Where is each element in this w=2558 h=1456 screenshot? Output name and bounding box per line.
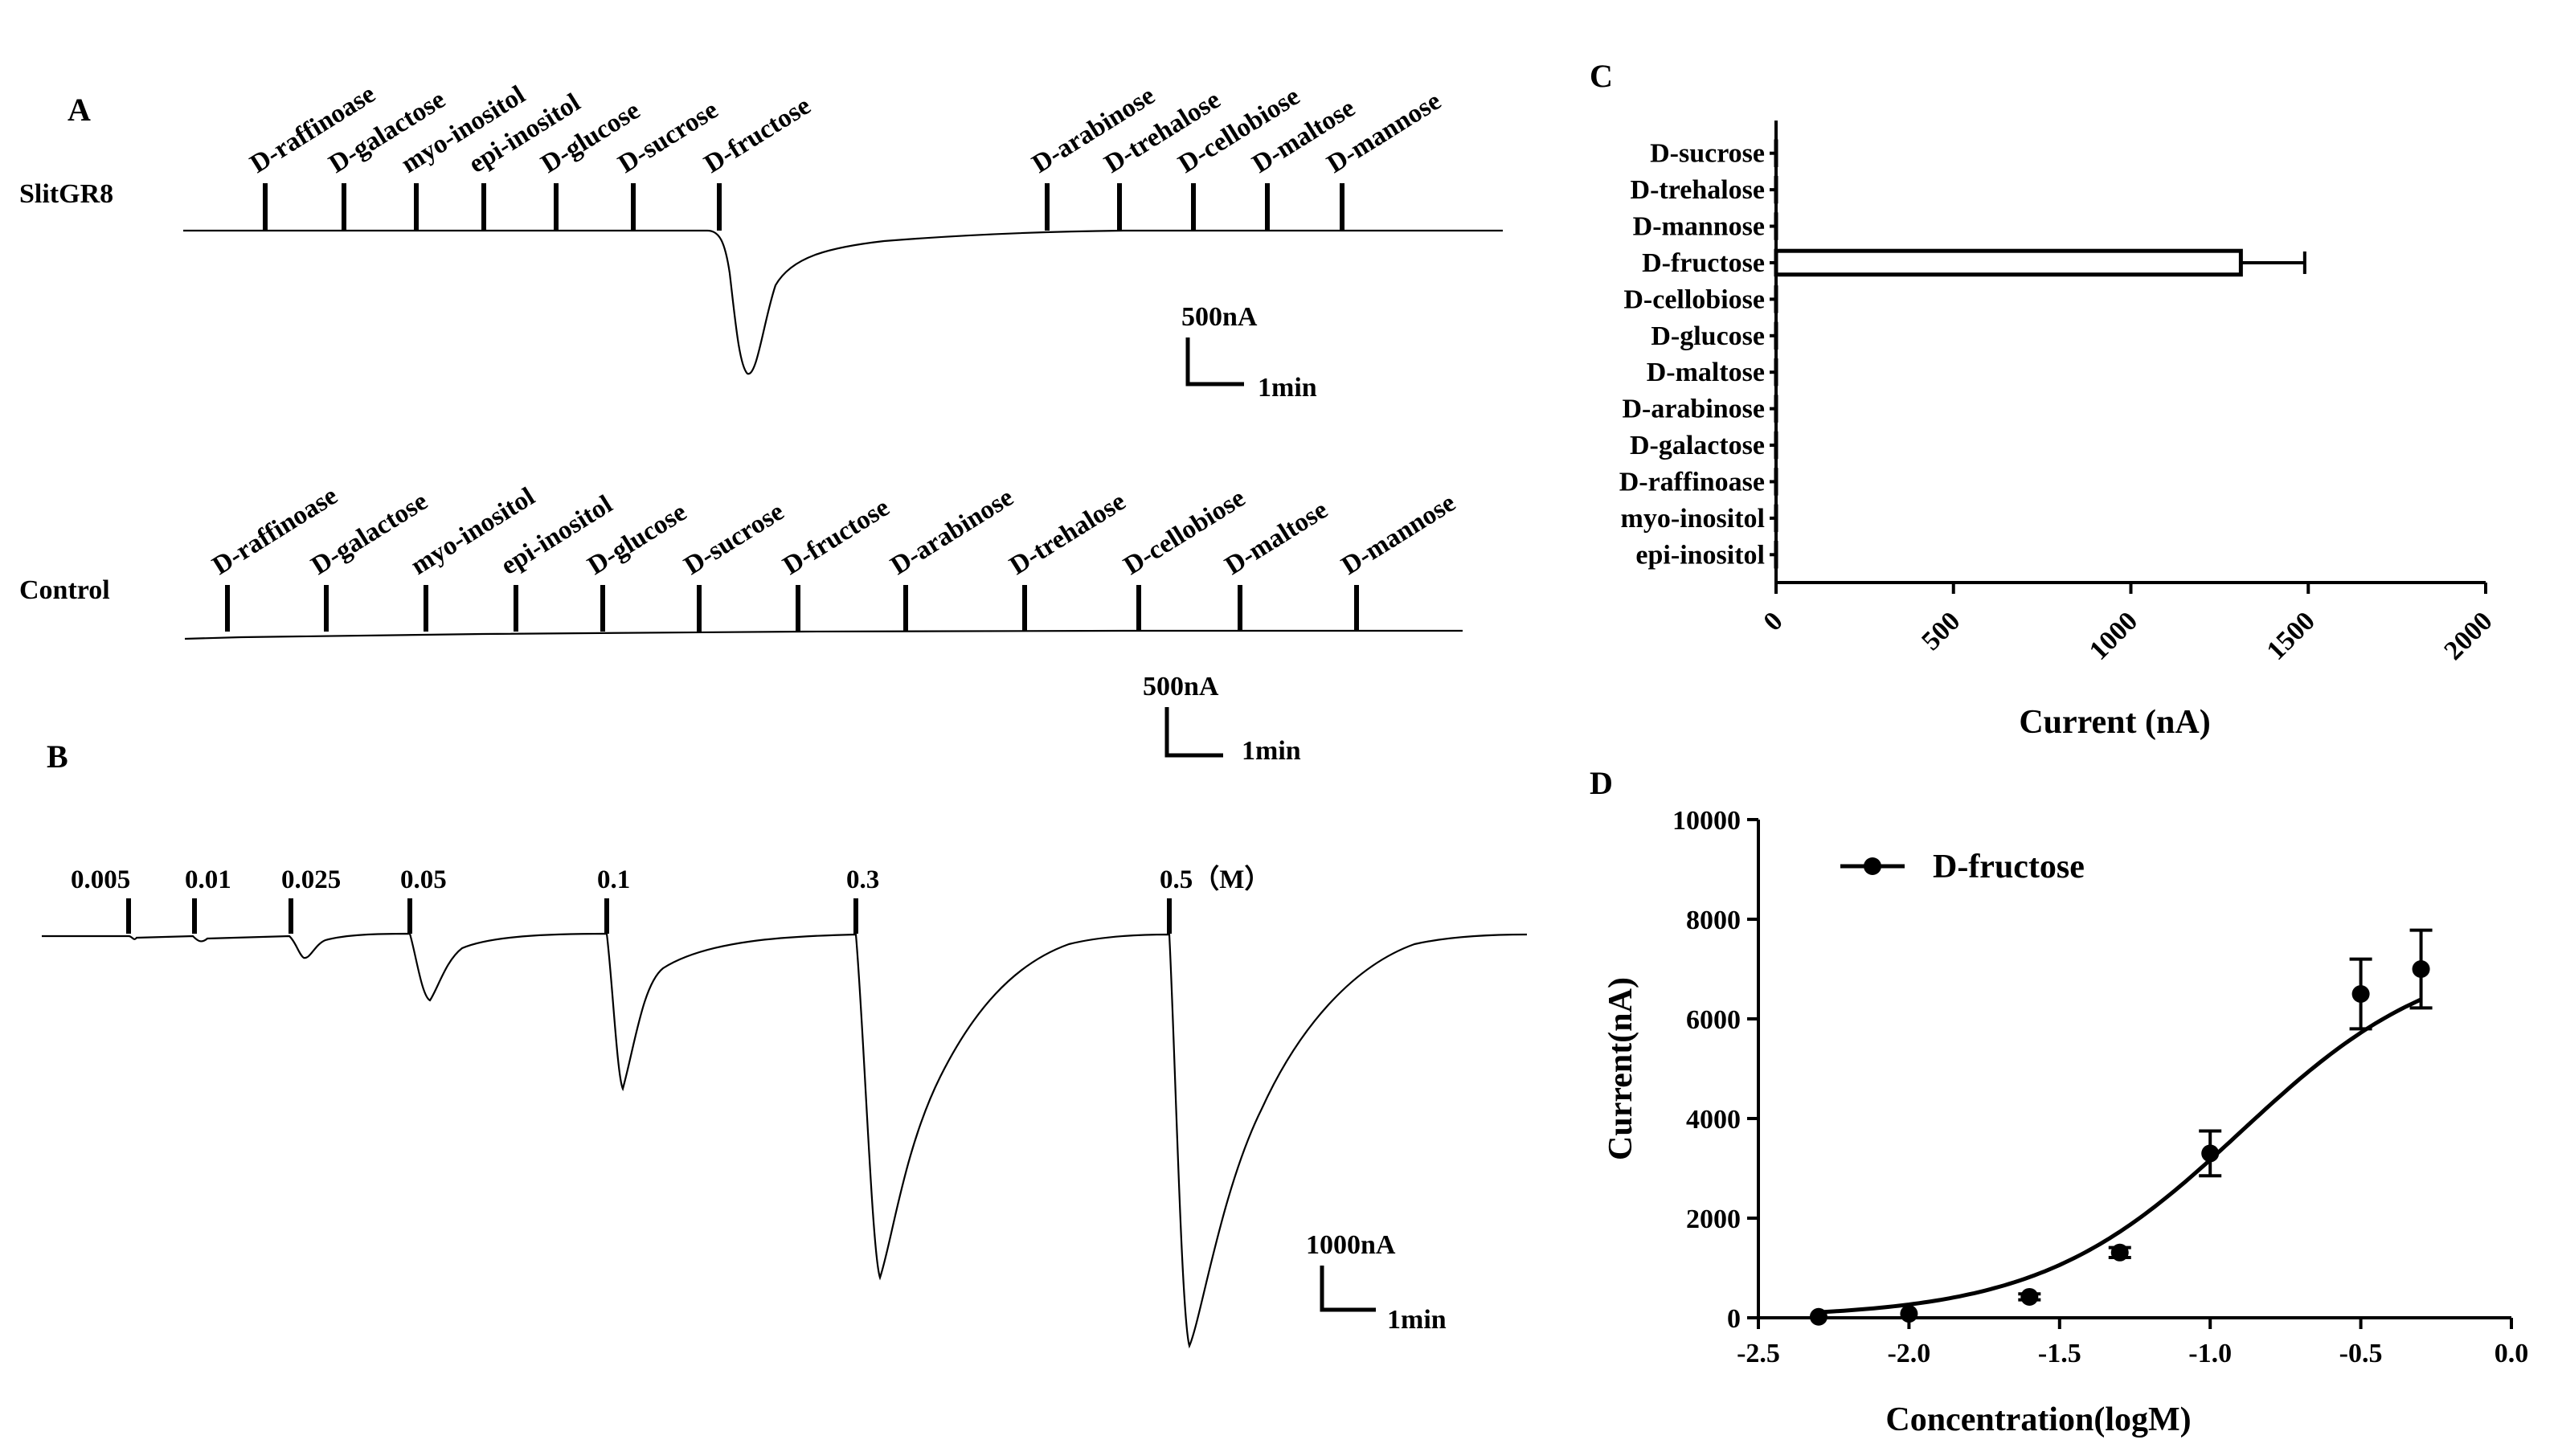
bar xyxy=(1774,248,2243,277)
control-trace xyxy=(184,629,1463,640)
panel-c-letter: C xyxy=(1590,58,1613,94)
slitgr8-stimulus-marks xyxy=(263,183,1344,231)
panel-d: D 0 2000 4000 6000 8000 10000 -2.5 -2.0 -1.5 -1.0… xyxy=(1590,765,2528,1438)
slitgr8-scale-time: 1min xyxy=(1258,373,1317,403)
category-label: D-maltose xyxy=(1647,358,1765,387)
control-stimulus-label: D-sucrose xyxy=(679,497,789,581)
slitgr8-stimulus-labels: D-raffinoaseD-galactosemyo-inositolepi-i… xyxy=(245,80,1446,179)
slitgr8-trace xyxy=(183,229,1503,375)
x-axis-title: Concentration(logM) xyxy=(1885,1401,2191,1438)
concentration-scale-bar xyxy=(1320,1266,1376,1312)
category-label: epi-inositol xyxy=(1635,540,1765,570)
category-label: D-arabinose xyxy=(1622,395,1765,424)
slitgr8-scale-bar xyxy=(1185,337,1244,386)
x-tick-label: 2000 xyxy=(2438,606,2498,665)
x-tick-label: -1.5 xyxy=(2038,1339,2081,1368)
data-point xyxy=(2201,1144,2220,1163)
y-tick-label: 10000 xyxy=(1672,806,1741,836)
slitgr8-stimulus-label: D-fructose xyxy=(699,92,816,179)
panel-c: C D-sucrose D-trehalose D-mannose D-fructos… xyxy=(1590,58,2499,741)
concentration-scale-time: 1min xyxy=(1387,1305,1447,1335)
x-tick-label: 0.0 xyxy=(2495,1339,2529,1368)
x-tick-label: -2.0 xyxy=(1887,1339,1930,1368)
category-label: D-sucrose xyxy=(1650,139,1765,169)
control-scale-current: 500nA xyxy=(1143,672,1219,701)
concentration-marks xyxy=(126,898,1172,934)
concentration-trace xyxy=(42,932,1528,1349)
bar-chart: D-sucrose D-trehalose D-mannose D-fructose D… xyxy=(1619,121,2499,741)
concentration-label: 0.1 xyxy=(597,865,630,894)
concentration-label: 0.005 xyxy=(71,865,130,894)
concentration-label: 0.5（M） xyxy=(1160,865,1271,894)
data-point xyxy=(2412,960,2430,978)
x-tick-label: 500 xyxy=(1916,606,1966,656)
control-stimulus-label: D-fructose xyxy=(778,493,894,581)
panel-b: B 0.005 0.01 0.025 0.05 0.1 0.3 0.5（M） 1000nA … xyxy=(42,738,1528,1349)
x-tick-label: -0.5 xyxy=(2339,1339,2383,1368)
panel-d-letter: D xyxy=(1590,765,1613,801)
control-scale-bar xyxy=(1164,707,1223,758)
data-point xyxy=(2110,1243,2129,1262)
x-tick-label: 0 xyxy=(1758,606,1788,636)
concentration-label: 0.05 xyxy=(400,865,447,894)
control-stimulus-label: D-mannose xyxy=(1336,489,1460,581)
x-tick-label: -2.5 xyxy=(1737,1339,1780,1368)
y-tick-label: 4000 xyxy=(1686,1105,1741,1135)
dose-response-chart: 0 2000 4000 6000 8000 10000 -2.5 -2.0 -1.5 -1.0 -0… xyxy=(1602,806,2528,1438)
slit-row-label: SlitGR8 xyxy=(19,179,113,209)
control-scale-time: 1min xyxy=(1242,736,1301,766)
control-stimulus-label: D-arabinose xyxy=(886,483,1018,581)
legend-marker xyxy=(1864,857,1881,875)
concentration-label: 0.3 xyxy=(846,865,879,894)
control-row-label: Control xyxy=(19,575,110,605)
control-stimulus-label: D-trehalose xyxy=(1005,487,1131,581)
y-axis-title: Current(nA) xyxy=(1602,977,1639,1160)
slitgr8-scale-current: 500nA xyxy=(1181,302,1258,332)
category-label: myo-inositol xyxy=(1621,504,1765,534)
data-point xyxy=(1900,1305,1918,1323)
panel-a-letter: A xyxy=(68,92,91,128)
panel-a: A SlitGR8 Control D-raffinoaseD-galactos… xyxy=(19,80,1503,766)
data-point xyxy=(1809,1307,1827,1326)
concentration-scale-current: 1000nA xyxy=(1306,1230,1396,1260)
x-axis-title: Current (nA) xyxy=(2019,704,2210,741)
category-label: D-fructose xyxy=(1642,248,1765,278)
y-tick-label: 6000 xyxy=(1686,1005,1741,1035)
concentration-labels: 0.005 0.01 0.025 0.05 0.1 0.3 0.5（M） xyxy=(71,865,1271,894)
category-label: D-mannose xyxy=(1633,212,1765,242)
y-tick-label: 8000 xyxy=(1686,906,1741,935)
category-label: D-raffinoase xyxy=(1619,467,1765,497)
panel-b-letter: B xyxy=(47,738,68,775)
control-stimulus-labels: D-raffinoaseD-galactosemyo-inositolepi-i… xyxy=(207,481,1460,581)
category-label: D-glucose xyxy=(1651,321,1765,351)
data-point xyxy=(2351,985,2370,1003)
data-point xyxy=(2020,1287,2039,1306)
category-label: D-trehalose xyxy=(1631,175,1765,205)
fit-curve xyxy=(1818,997,2422,1315)
x-tick-label: 1000 xyxy=(2084,606,2143,665)
concentration-label: 0.01 xyxy=(185,865,231,894)
category-label: D-cellobiose xyxy=(1623,284,1765,314)
category-label: D-galactose xyxy=(1630,431,1765,460)
concentration-label: 0.025 xyxy=(281,865,341,894)
y-tick-label: 2000 xyxy=(1686,1204,1741,1234)
legend-label: D-fructose xyxy=(1933,849,2085,885)
control-stimulus-marks xyxy=(225,585,1359,632)
y-tick-label: 0 xyxy=(1727,1304,1741,1334)
x-tick-label: -1.0 xyxy=(2188,1339,2232,1368)
x-tick-label: 1500 xyxy=(2261,606,2321,665)
